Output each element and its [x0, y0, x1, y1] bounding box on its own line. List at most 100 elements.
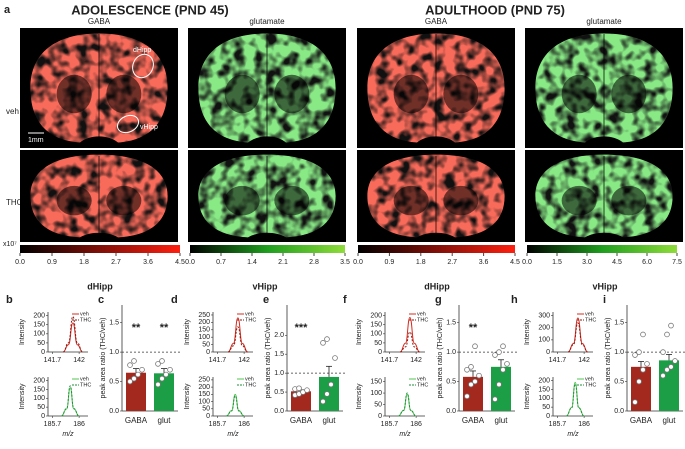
panel-label: i	[603, 294, 606, 306]
data-point	[636, 349, 642, 355]
annotation: dHipp	[133, 47, 151, 54]
category-label: glut	[158, 416, 172, 425]
x-tick-label: 142	[578, 357, 590, 364]
data-point	[320, 398, 326, 405]
spectrum-line	[227, 326, 248, 353]
x-tick-label: 141.7	[549, 357, 567, 364]
y-tick-label: 100	[538, 395, 550, 402]
brain-ventricle	[274, 185, 310, 216]
y-axis-label: peak area ratio (THC/veh)	[100, 318, 107, 399]
colorbar-tick-label: 0.0	[185, 259, 195, 266]
spectrum-line	[62, 322, 83, 353]
y-tick-label: 50	[202, 406, 210, 413]
y-tick-label: 0	[41, 413, 45, 420]
panel-label: h	[511, 294, 518, 306]
legend-label: THC	[245, 382, 256, 388]
x-tick-label: 142	[410, 357, 422, 364]
colorbar-tick-label: 2.1	[278, 259, 288, 266]
y-tick-label: 0	[378, 413, 382, 420]
y-tick-label: 150	[198, 327, 210, 334]
data-point	[159, 358, 165, 364]
y-tick-label: 150	[198, 391, 210, 398]
spectrum-line	[227, 317, 248, 353]
panel-label: f	[343, 294, 347, 306]
y-tick-label: 0.5	[614, 378, 624, 385]
data-point	[504, 361, 510, 367]
y-tick-label: 0	[206, 349, 210, 356]
y-axis-label: Intensity	[356, 318, 363, 345]
data-point	[660, 372, 666, 379]
spectrum-line	[62, 316, 83, 353]
y-tick-label: 100	[198, 398, 210, 405]
data-point	[464, 393, 470, 400]
data-point	[492, 396, 498, 403]
data-point	[644, 361, 650, 367]
colorbar	[190, 245, 345, 253]
legend-label: veh	[417, 376, 426, 382]
y-tick-label: 300	[538, 312, 550, 319]
y-tick-label: 100	[198, 334, 210, 341]
category-label: GABA	[125, 416, 148, 425]
y-tick-label: 50	[202, 341, 210, 348]
y-tick-label: 100	[370, 390, 382, 397]
y-tick-label: 100	[538, 337, 550, 344]
brain-ventricle	[443, 185, 479, 216]
x-tick-label: 186	[578, 421, 590, 428]
data-point	[496, 349, 502, 355]
y-tick-label: 0	[378, 349, 382, 356]
spectrum-line	[61, 385, 80, 417]
y-tick-label: 100	[370, 331, 382, 338]
x-tick-label: 185.7	[44, 421, 62, 428]
data-point	[664, 366, 670, 373]
heading: ADOLESCENCE (PND 45)	[71, 2, 228, 17]
significance: **	[469, 322, 478, 334]
data-point	[664, 331, 670, 338]
spectrum-line	[399, 331, 420, 353]
data-point	[159, 375, 165, 382]
colorbar-tick-label: 2.8	[309, 259, 319, 266]
data-point	[127, 362, 133, 368]
data-point	[155, 381, 161, 388]
y-tick-label: 150	[33, 386, 45, 393]
colorbar-tick-label: 4.5	[510, 259, 520, 266]
data-point	[632, 352, 638, 358]
category-label: glut	[663, 416, 677, 425]
y-tick-label: 150	[538, 386, 550, 393]
data-point	[131, 358, 137, 364]
legend-label: veh	[80, 311, 89, 317]
y-axis-label: peak area ratio (THC/veh)	[437, 318, 444, 399]
brain-ventricle	[611, 185, 647, 216]
roi-outline	[116, 114, 140, 134]
y-tick-label: 200	[33, 377, 45, 384]
y-tick-label: 250	[198, 312, 210, 319]
legend-label: THC	[417, 317, 428, 323]
data-point	[640, 331, 646, 338]
colorbar-tick-label: 1.8	[416, 259, 426, 266]
spectrum-line	[226, 393, 245, 417]
brain-ventricle	[106, 74, 142, 114]
y-tick-label: 1.5	[109, 320, 119, 327]
bar	[491, 366, 511, 411]
brain-ventricle	[106, 185, 142, 216]
significance: ***	[295, 322, 309, 334]
region-title: dHipp	[424, 281, 450, 291]
region-title: vHipp	[592, 281, 618, 291]
y-tick-label: 150	[370, 322, 382, 329]
data-point	[500, 343, 506, 350]
row-label: veh	[6, 107, 19, 116]
data-point	[632, 399, 638, 405]
data-point	[660, 349, 666, 355]
data-point	[328, 381, 334, 388]
y-axis-label: peak area ratio (THC/veh)	[265, 318, 272, 399]
y-tick-label: 0.0	[109, 408, 119, 415]
legend-label: veh	[245, 311, 254, 317]
data-point	[127, 378, 133, 385]
column-label: GABA	[425, 17, 448, 26]
data-point	[304, 387, 310, 393]
data-point	[163, 371, 169, 378]
y-tick-label: 1.0	[446, 349, 456, 356]
y-tick-label: 0.0	[446, 408, 456, 415]
data-point	[131, 375, 137, 382]
y-tick-label: 0.5	[109, 378, 119, 385]
spectrum-line	[399, 316, 420, 353]
